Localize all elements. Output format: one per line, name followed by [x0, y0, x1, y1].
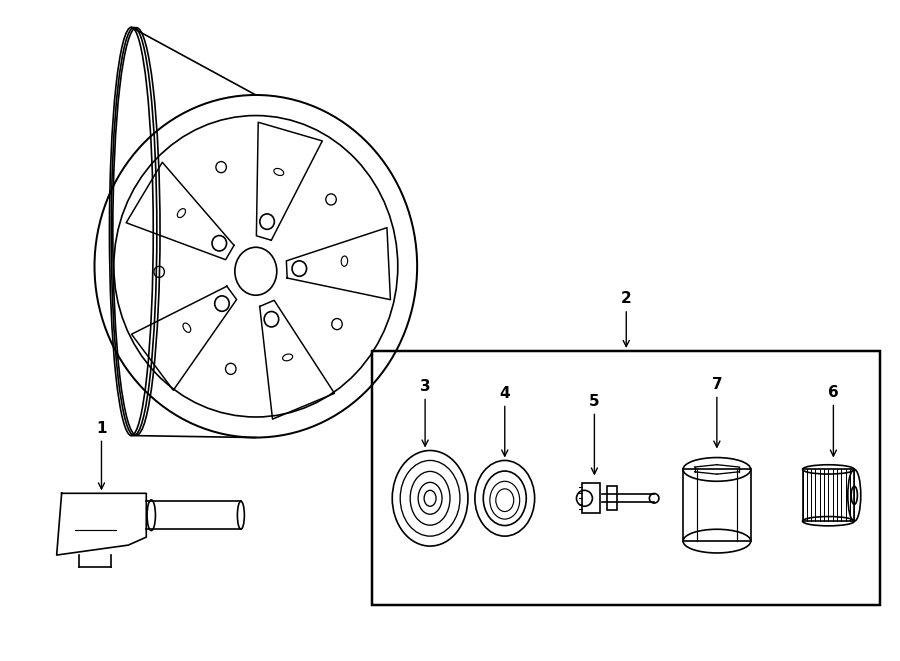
Text: 1: 1: [96, 420, 107, 489]
Text: 4: 4: [500, 386, 510, 456]
Text: 3: 3: [419, 379, 430, 446]
Text: 7: 7: [712, 377, 722, 447]
Bar: [373, 351, 880, 605]
Bar: [608, 486, 617, 510]
Bar: [803, 469, 854, 521]
Text: 2: 2: [621, 291, 632, 346]
Text: 5: 5: [590, 394, 599, 474]
Bar: [582, 483, 600, 513]
Text: 6: 6: [828, 385, 839, 456]
Bar: [683, 469, 751, 541]
